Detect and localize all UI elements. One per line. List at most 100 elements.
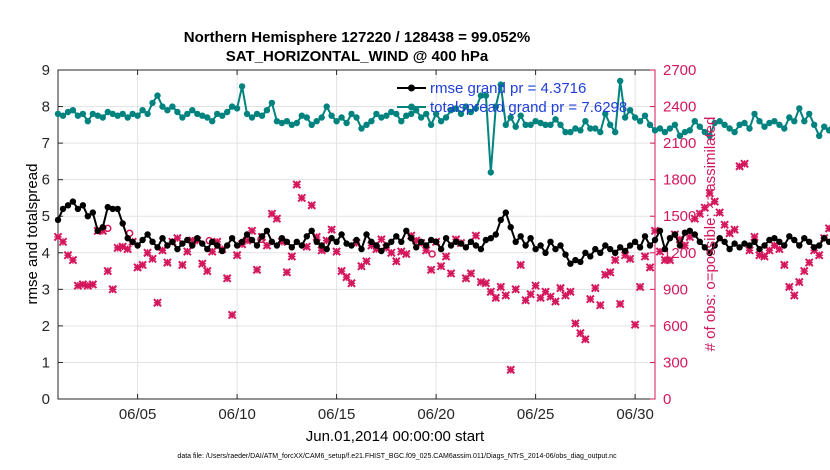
spread-marker — [219, 112, 226, 119]
rmse-marker — [124, 235, 131, 242]
spread-marker — [432, 110, 440, 118]
y-left-tick-label: 7 — [42, 135, 50, 152]
rmse-marker — [373, 242, 380, 249]
obs-assimilated-marker — [88, 280, 98, 289]
y-right-tick-label: 0 — [663, 391, 671, 408]
rmse-marker — [512, 238, 519, 245]
spread-marker — [587, 125, 594, 132]
rmse-marker — [651, 236, 659, 244]
spread-marker — [124, 114, 131, 121]
rmse-marker — [786, 233, 793, 240]
rmse-marker — [806, 238, 813, 245]
rmse-marker — [54, 216, 62, 224]
obs-assimilated-marker — [665, 255, 675, 265]
rmse-marker — [567, 260, 574, 267]
rmse-marker — [517, 233, 524, 240]
rmse-marker — [592, 245, 599, 253]
obs-assimilated-marker — [581, 334, 590, 344]
obs-assimilated-marker — [287, 252, 297, 261]
obs-assimilated-marker — [58, 237, 68, 247]
y-axis-left-label: rmse and totalspread — [24, 164, 41, 305]
spread-marker — [323, 103, 330, 110]
rmse-marker — [432, 238, 440, 245]
spread-marker — [363, 121, 370, 128]
rmse-marker — [582, 249, 589, 256]
spread-marker — [328, 112, 335, 119]
rmse-marker — [134, 242, 141, 249]
spread-marker — [686, 127, 693, 134]
spread-marker — [373, 110, 380, 118]
rmse-marker — [363, 231, 370, 238]
spread-marker — [517, 112, 524, 119]
rmse-marker — [228, 235, 236, 242]
rmse-marker — [726, 245, 733, 253]
spread-marker — [825, 127, 830, 134]
y-left-tick-label: 1 — [42, 354, 50, 371]
y-left-tick-label: 0 — [42, 391, 50, 408]
spread-marker — [313, 118, 320, 125]
rmse-marker — [577, 258, 584, 266]
x-tick-label: 06/20 — [417, 406, 455, 423]
rmse-marker — [303, 233, 310, 240]
spread-marker — [184, 110, 191, 118]
obs-assimilated-marker — [197, 259, 207, 269]
y-right-tick-label: 900 — [663, 281, 688, 298]
rmse-marker — [427, 236, 435, 244]
spread-marker — [746, 125, 753, 132]
y-left-tick-label: 4 — [42, 245, 50, 262]
rmse-marker — [204, 245, 211, 253]
spread-marker — [258, 112, 266, 119]
spread-marker — [766, 119, 773, 127]
spread-marker — [612, 128, 619, 136]
rmse-marker — [194, 235, 201, 242]
spread-marker — [139, 107, 146, 114]
rmse-marker — [572, 256, 579, 264]
obs-assimilated-marker — [426, 265, 436, 275]
rmse-marker — [328, 235, 335, 242]
obs-assimilated-marker — [202, 266, 212, 276]
rmse-marker — [318, 242, 325, 249]
x-tick-label: 06/15 — [318, 406, 356, 423]
obs-assimilated-marker — [615, 299, 625, 309]
rmse-marker — [348, 242, 355, 249]
rmse-marker — [676, 242, 684, 249]
obs-assimilated-marker — [123, 244, 132, 254]
spread-marker — [791, 118, 798, 125]
rmse-marker — [756, 245, 763, 253]
rmse-marker — [502, 209, 509, 216]
grid-layer — [58, 70, 655, 399]
obs-assimilated-marker — [481, 278, 491, 288]
obs-assimilated-marker — [232, 250, 242, 260]
rmse-marker — [278, 235, 286, 242]
rmse-marker — [248, 236, 256, 244]
spread-marker — [497, 81, 504, 88]
rmse-marker — [383, 242, 390, 249]
rmse-marker — [179, 240, 186, 247]
rmse-marker — [298, 242, 305, 249]
rmse-marker — [109, 205, 116, 213]
y-left-tick-label: 5 — [42, 208, 50, 225]
rmse-marker — [413, 244, 420, 251]
rmse-marker — [686, 227, 693, 234]
legend-rmse-marker — [408, 84, 415, 92]
y-right-tick-label: 2700 — [663, 62, 696, 79]
rmse-marker — [59, 205, 67, 213]
rmse-marker — [139, 236, 146, 244]
obs-assimilated-marker — [183, 247, 192, 256]
rmse-marker — [646, 242, 654, 249]
rmse-marker — [79, 202, 87, 209]
spread-marker — [174, 108, 181, 116]
spread-marker — [502, 121, 509, 128]
legend-spread-marker — [408, 103, 415, 111]
spread-marker — [771, 118, 778, 125]
rmse-marker — [457, 240, 465, 247]
spread-marker — [189, 107, 196, 114]
rmse-marker — [612, 249, 619, 256]
spread-marker — [696, 123, 703, 130]
spread-marker — [442, 114, 450, 121]
spread-marker — [811, 121, 818, 128]
spread-marker — [721, 121, 728, 128]
spread-marker — [388, 108, 395, 116]
spread-marker — [204, 114, 211, 121]
obs-assimilated-marker — [68, 255, 78, 265]
